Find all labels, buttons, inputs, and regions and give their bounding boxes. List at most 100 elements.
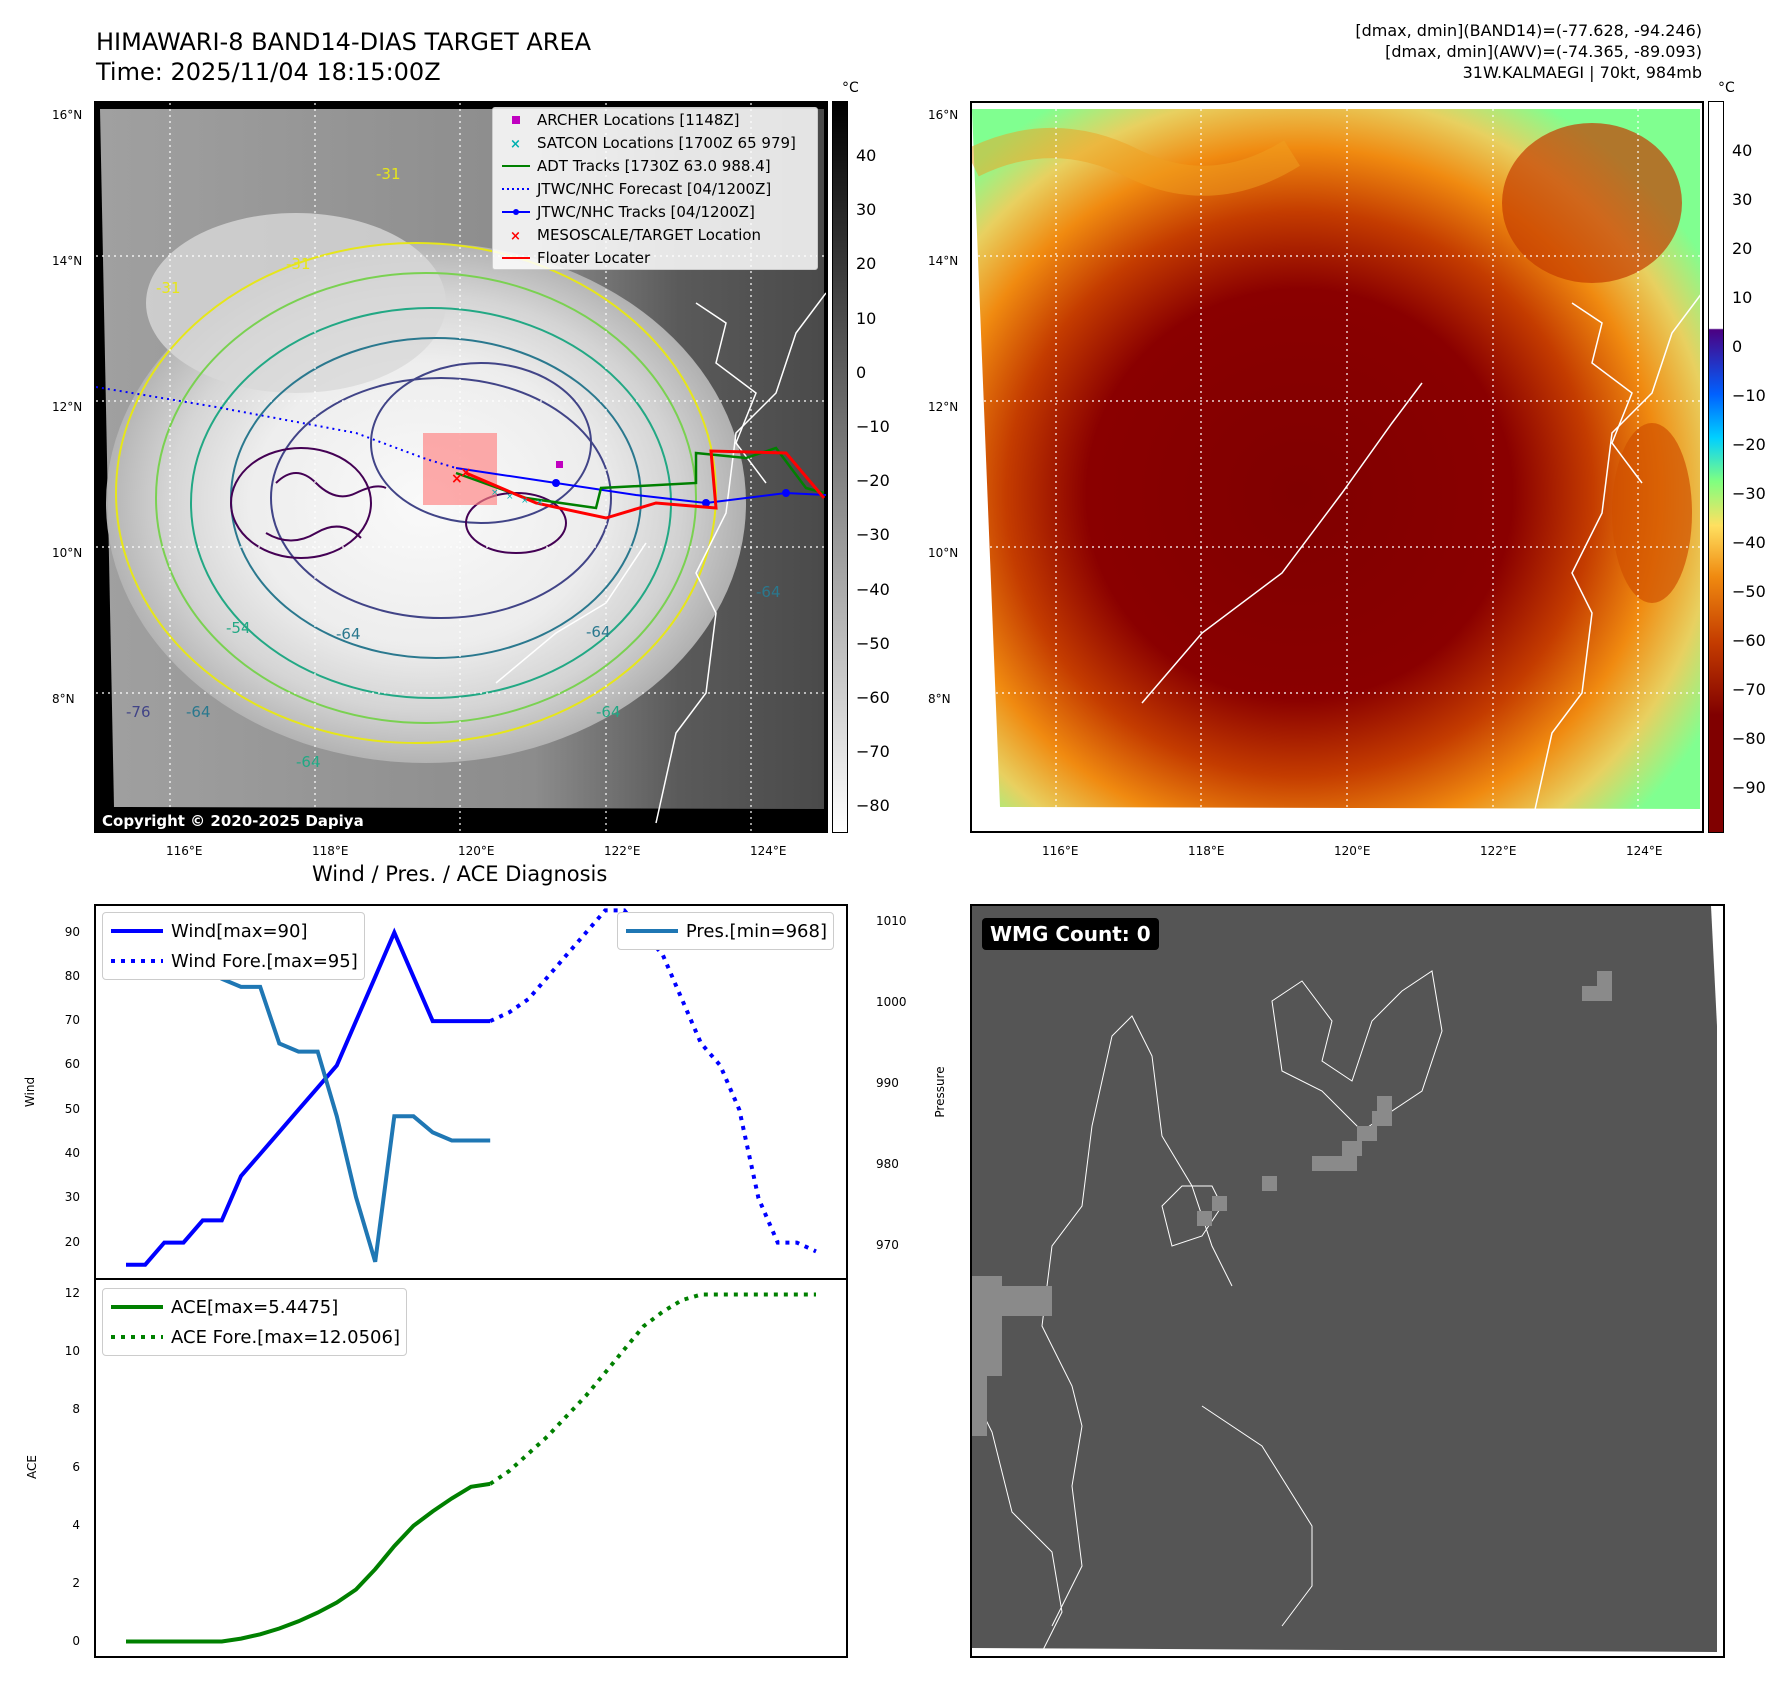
svg-text:×: ×	[510, 137, 521, 149]
wind-axis-label: Wind	[23, 1076, 37, 1108]
legend-label: ADT Tracks [1730Z 63.0 988.4]	[537, 156, 771, 175]
legend-wind: Wind[max=90]	[171, 920, 308, 942]
axis-tick: 2	[72, 1575, 80, 1590]
colorbar-tick: −80	[1732, 729, 1766, 748]
legend-label: ARCHER Locations [1148Z]	[537, 110, 740, 129]
legend-symbol: ×	[499, 229, 533, 241]
ace-plot: ACE[max=5.4475] ACE Fore.[max=12.0506]	[94, 1278, 848, 1658]
colorbar-tick: 20	[1732, 239, 1753, 258]
colorbar-tick: −50	[856, 633, 890, 653]
legend-wind-forecast: Wind Fore.[max=95]	[171, 950, 358, 972]
lat-tick-label: 12°N	[928, 400, 959, 414]
legend-item: ARCHER Locations [1148Z]	[493, 108, 817, 131]
axis-tick: 1010	[876, 914, 907, 929]
lat-tick-label: 14°N	[928, 254, 959, 268]
storm-info: 31W.KALMAEGI | 70kt, 984mb	[1462, 63, 1702, 82]
wind-pressure-plot: Wind[max=90] Wind Fore.[max=95] Pres.[mi…	[94, 904, 848, 1280]
legend-label: MESOSCALE/TARGET Location	[537, 225, 762, 244]
legend-label: Floater Locater	[537, 248, 651, 267]
dmax-dmin-awv: [dmax, dmin](AWV)=(-74.365, -89.093)	[1385, 42, 1702, 61]
contour-label: -31	[286, 255, 311, 273]
legend-label: JTWC/NHC Tracks [04/1200Z]	[537, 202, 755, 221]
colorbar-tick: −70	[1732, 680, 1766, 699]
legend-symbol	[499, 183, 533, 195]
colorbar-tick: 40	[1732, 141, 1753, 160]
colorbar-tick: −20	[856, 471, 890, 491]
contour-label: -31	[156, 279, 181, 297]
ace-axis-label: ACE	[25, 1455, 39, 1479]
series-line-0	[126, 927, 491, 1267]
lat-tick-label: 12°N	[52, 400, 83, 414]
lat-tick-label: 8°N	[928, 692, 951, 706]
colorbar-tick: 30	[1732, 190, 1753, 209]
dmax-dmin-band14: [dmax, dmin](BAND14)=(-77.628, -94.246)	[1355, 21, 1702, 40]
series-line-1	[489, 1292, 816, 1486]
lat-tick-label: 16°N	[928, 108, 959, 122]
colorbar-tick: −40	[1732, 533, 1766, 552]
legend-symbol	[499, 206, 533, 218]
contour-label: -64	[336, 625, 361, 643]
copyright-badge: Copyright © 2020-2025 Dapiya	[96, 810, 370, 831]
colorbar-tick: −90	[1732, 778, 1766, 797]
colorbar-tick: 30	[856, 200, 877, 220]
lon-tick-label: 118°E	[312, 844, 349, 858]
lat-tick-label: 8°N	[52, 692, 75, 706]
wind-legend: Wind[max=90] Wind Fore.[max=95]	[102, 912, 365, 980]
figure-title: HIMAWARI-8 BAND14-DIAS TARGET AREA	[96, 28, 592, 56]
legend-ace: ACE[max=5.4475]	[171, 1296, 339, 1318]
ace-legend: ACE[max=5.4475] ACE Fore.[max=12.0506]	[102, 1288, 407, 1356]
wmg-count-badge: WMG Count: 0	[982, 918, 1159, 950]
legend-item: × SATCON Locations [1700Z 65 979]	[493, 131, 817, 154]
wmg-map: WMG Count: 0	[970, 904, 1725, 1658]
contour-label: -64	[296, 753, 321, 771]
legend-item: × MESOSCALE/TARGET Location	[493, 223, 817, 246]
band14-colorbar	[832, 101, 848, 833]
map-legend: ARCHER Locations [1148Z] × SATCON Location…	[492, 107, 818, 270]
axis-tick: 1000	[876, 995, 907, 1010]
legend-item: JTWC/NHC Tracks [04/1200Z]	[493, 200, 817, 223]
legend-ace-forecast: ACE Fore.[max=12.0506]	[171, 1326, 400, 1348]
legend-label: JTWC/NHC Forecast [04/1200Z]	[537, 179, 772, 198]
pressure-legend: Pres.[min=968]	[616, 912, 834, 950]
lat-tick-label: 16°N	[52, 108, 83, 122]
axis-tick: 70	[64, 1013, 80, 1028]
svg-text:×: ×	[451, 471, 463, 487]
lon-tick-label: 120°E	[458, 844, 495, 858]
contour-label: -76	[126, 703, 151, 721]
lon-tick-label: 116°E	[166, 844, 203, 858]
axis-tick: 8	[72, 1402, 80, 1417]
colorbar-unit: °C	[842, 80, 859, 96]
colorbar-tick: −10	[856, 417, 890, 436]
legend-symbol	[499, 252, 533, 264]
legend-symbol: ×	[499, 137, 533, 149]
legend-item: Floater Locater	[493, 246, 817, 269]
legend-symbol	[499, 114, 533, 126]
colorbar-tick: −60	[1732, 631, 1766, 650]
axis-tick: 60	[64, 1057, 80, 1072]
contour-label: -64	[186, 703, 211, 721]
colorbar-tick: −70	[856, 742, 890, 762]
colorbar-tick: −10	[1732, 386, 1766, 405]
legend-pressure: Pres.[min=968]	[685, 920, 827, 942]
axis-tick: 0	[72, 1633, 80, 1648]
colorbar-tick: −30	[856, 525, 890, 545]
series-line-1	[489, 908, 817, 1254]
legend-symbol	[499, 160, 533, 172]
colorbar-tick: 40	[856, 146, 877, 165]
axis-tick: 90	[64, 924, 80, 939]
svg-text:×: ×	[460, 465, 472, 481]
contour-label: -64	[596, 703, 621, 721]
colorbar-tick: 20	[856, 254, 877, 274]
colorbar-tick: −40	[856, 579, 890, 599]
axis-tick: 30	[64, 1190, 80, 1205]
lat-tick-label: 10°N	[52, 546, 83, 560]
axis-tick: 12	[64, 1286, 80, 1301]
svg-text:×: ×	[521, 496, 529, 506]
svg-text:×: ×	[491, 488, 499, 498]
lon-tick-label: 116°E	[1042, 844, 1079, 858]
contour-label: -54	[226, 619, 251, 637]
colorbar-tick: −60	[856, 688, 890, 707]
figure-time: Time: 2025/11/04 18:15:00Z	[96, 58, 441, 86]
ace-lines	[126, 1292, 816, 1644]
pressure-axis-label: Pressure	[933, 1066, 947, 1118]
